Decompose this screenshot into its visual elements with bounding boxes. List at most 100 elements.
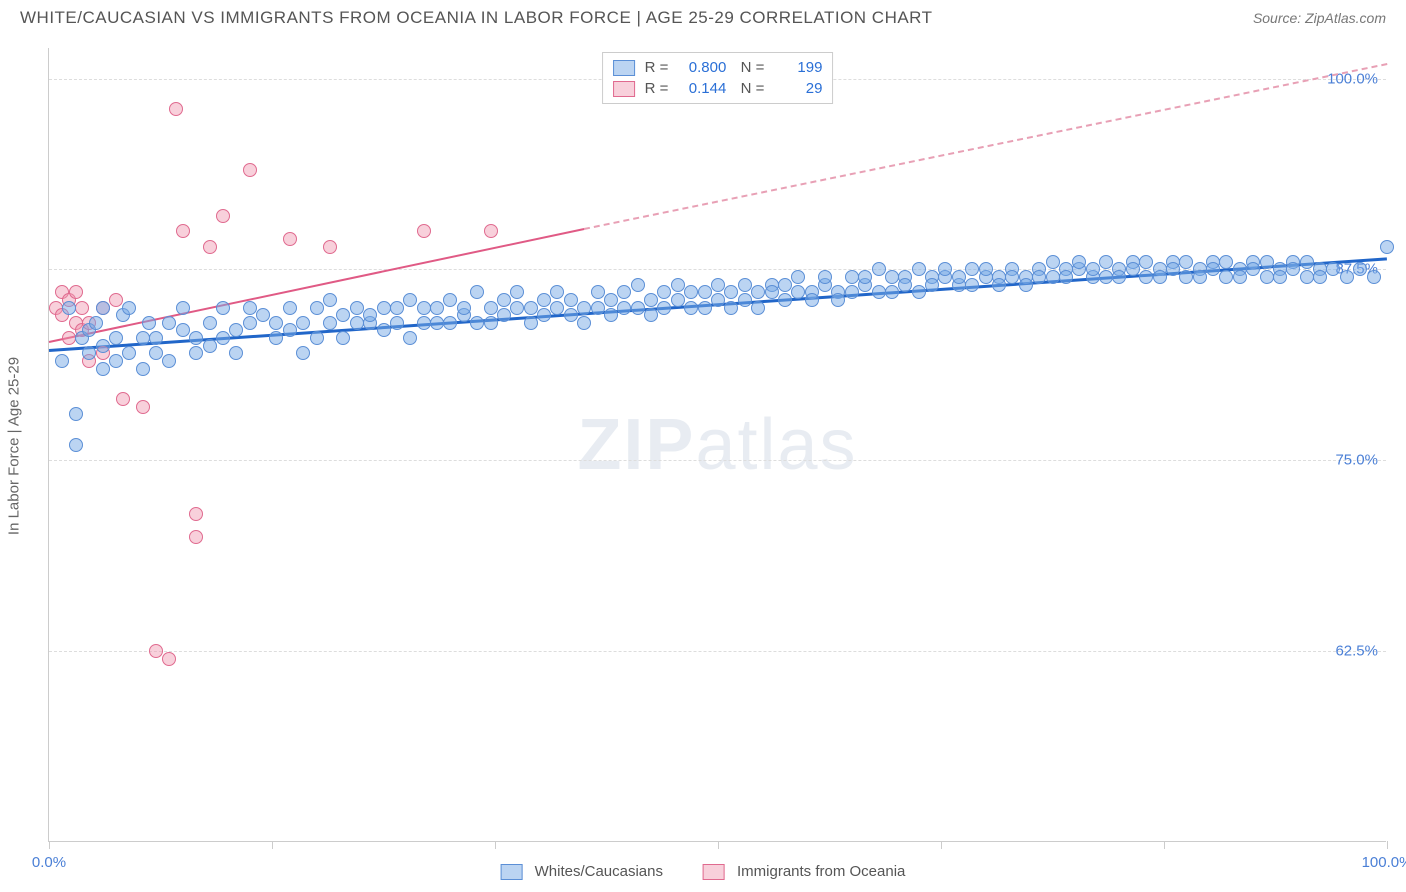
data-point — [644, 293, 658, 307]
data-point — [243, 316, 257, 330]
data-point — [671, 278, 685, 292]
data-point — [136, 331, 150, 345]
data-point — [390, 316, 404, 330]
data-point — [149, 331, 163, 345]
data-point — [443, 293, 457, 307]
data-point — [1260, 255, 1274, 269]
data-point — [216, 209, 230, 223]
data-point — [243, 301, 257, 315]
correlation-legend: R = 0.800 N = 199 R = 0.144 N = 29 — [602, 52, 834, 104]
data-point — [591, 285, 605, 299]
data-point — [1233, 270, 1247, 284]
data-point — [845, 285, 859, 299]
data-point — [617, 285, 631, 299]
legend-row-blue: R = 0.800 N = 199 — [613, 57, 823, 78]
x-tick — [718, 841, 719, 849]
data-point — [283, 323, 297, 337]
data-point — [1246, 262, 1260, 276]
data-point — [310, 331, 324, 345]
data-point — [162, 354, 176, 368]
data-point — [1273, 270, 1287, 284]
data-point — [377, 323, 391, 337]
data-point — [1300, 255, 1314, 269]
data-point — [82, 346, 96, 360]
data-point — [229, 323, 243, 337]
data-point — [62, 331, 76, 345]
data-point — [470, 316, 484, 330]
data-point — [75, 301, 89, 315]
legend-blue-n: 199 — [770, 59, 822, 76]
data-point — [1353, 262, 1367, 276]
data-point — [69, 438, 83, 452]
data-point — [1326, 262, 1340, 276]
data-point — [149, 346, 163, 360]
data-point — [96, 301, 110, 315]
data-point — [189, 331, 203, 345]
data-point — [497, 293, 511, 307]
swatch-pink-icon — [613, 81, 635, 97]
data-point — [604, 293, 618, 307]
data-point — [109, 354, 123, 368]
data-point — [791, 285, 805, 299]
data-point — [1086, 262, 1100, 276]
data-point — [1260, 270, 1274, 284]
data-point — [1019, 278, 1033, 292]
data-point — [1313, 270, 1327, 284]
data-point — [203, 316, 217, 330]
data-point — [1219, 270, 1233, 284]
data-point — [537, 293, 551, 307]
data-point — [323, 240, 337, 254]
data-point — [791, 270, 805, 284]
data-point — [550, 301, 564, 315]
data-point — [1112, 270, 1126, 284]
data-point — [162, 652, 176, 666]
x-tick-label: 100.0% — [1362, 854, 1406, 871]
x-tick — [941, 841, 942, 849]
data-point — [403, 331, 417, 345]
data-point — [189, 507, 203, 521]
data-point — [965, 278, 979, 292]
data-point — [109, 331, 123, 345]
legend-n-label: N = — [732, 59, 764, 76]
data-point — [176, 323, 190, 337]
data-point — [564, 308, 578, 322]
data-point — [765, 285, 779, 299]
data-point — [657, 301, 671, 315]
data-point — [189, 346, 203, 360]
data-point — [1046, 255, 1060, 269]
data-point — [778, 278, 792, 292]
data-point — [176, 301, 190, 315]
data-point — [484, 301, 498, 315]
swatch-pink-icon — [703, 864, 725, 880]
data-point — [979, 262, 993, 276]
data-point — [738, 278, 752, 292]
x-tick — [1164, 841, 1165, 849]
data-point — [122, 346, 136, 360]
data-point — [1367, 270, 1381, 284]
data-point — [229, 346, 243, 360]
data-point — [96, 339, 110, 353]
legend-r-label: R = — [645, 80, 669, 97]
chart-header: WHITE/CAUCASIAN VS IMMIGRANTS FROM OCEAN… — [0, 0, 1406, 32]
data-point — [296, 346, 310, 360]
data-point — [617, 301, 631, 315]
x-tick-label: 0.0% — [32, 854, 66, 871]
data-point — [1380, 240, 1394, 254]
data-point — [189, 530, 203, 544]
data-point — [430, 316, 444, 330]
data-point — [323, 316, 337, 330]
data-point — [283, 232, 297, 246]
swatch-blue-icon — [613, 60, 635, 76]
data-point — [751, 301, 765, 315]
data-point — [470, 285, 484, 299]
chart-plot-area: R = 0.800 N = 199 R = 0.144 N = 29 ZIPat… — [48, 48, 1386, 842]
data-point — [149, 644, 163, 658]
data-point — [203, 240, 217, 254]
data-point — [350, 301, 364, 315]
data-point — [390, 301, 404, 315]
data-point — [1179, 270, 1193, 284]
data-point — [336, 308, 350, 322]
data-point — [430, 301, 444, 315]
data-point — [350, 316, 364, 330]
data-point — [778, 293, 792, 307]
